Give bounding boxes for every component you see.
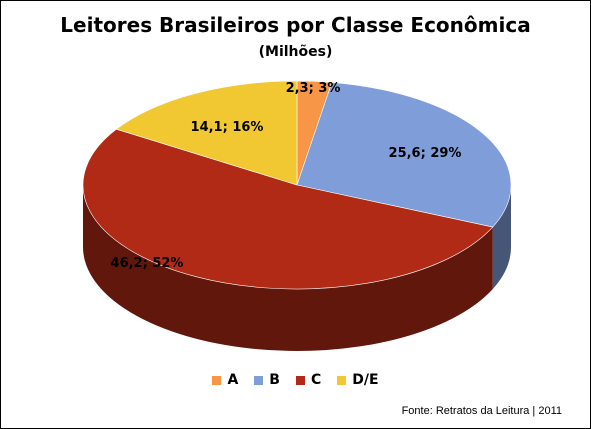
pie-slice-b <box>296 82 512 228</box>
legend-swatch-c <box>295 375 305 385</box>
legend-item-de: D/E <box>337 372 379 388</box>
pie-slice-c <box>82 128 494 290</box>
legend-swatch-a <box>212 375 222 385</box>
pie-side-b <box>492 185 511 290</box>
legend-label-c: C <box>310 372 322 388</box>
pie-side-walls <box>83 185 511 351</box>
data-label-a: 2,3; 3% <box>286 81 341 96</box>
legend-swatch-de <box>337 375 347 385</box>
legend: A B C D/E <box>1 372 590 388</box>
chart-subtitle: (Milhões) <box>258 44 333 60</box>
legend-label-a: A <box>227 372 239 388</box>
chart-title: Leitores Brasileiros por Classe Econômic… <box>60 13 531 37</box>
legend-label-b: B <box>269 372 280 388</box>
pie-slices <box>82 80 512 290</box>
pie-side-c <box>83 185 493 351</box>
pie-slice-de <box>115 80 298 186</box>
legend-label-de: D/E <box>352 372 379 388</box>
legend-item-a: A <box>212 372 238 388</box>
legend-swatch-b <box>254 375 264 385</box>
legend-item-c: C <box>295 372 322 388</box>
data-label-c: 46,2; 52% <box>111 256 184 271</box>
source-note: Fonte: Retratos da Leitura | 2011 <box>401 405 562 417</box>
legend-item-b: B <box>254 372 280 388</box>
data-label-de: 14,1; 16% <box>191 120 264 135</box>
pie-data-labels: 2,3; 3% 25,6; 29% 46,2; 52% 14,1; 16% <box>111 81 462 271</box>
data-label-b: 25,6; 29% <box>389 146 462 161</box>
